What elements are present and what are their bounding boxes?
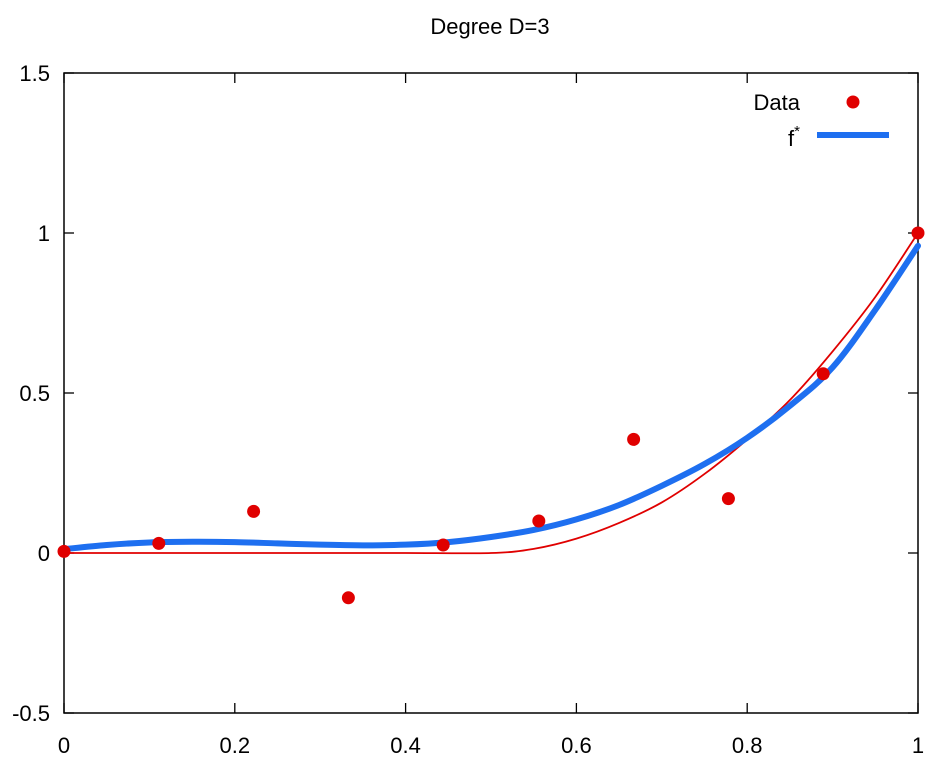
x-tick-label: 0.2 — [220, 733, 251, 758]
data-point — [816, 367, 830, 381]
data-point — [532, 514, 546, 528]
axis-tick-labels: 0 0.2 0.4 0.6 0.8 1 -0.5 0 0.5 1 1.5 — [12, 61, 924, 758]
legend-label-fit: f* — [788, 123, 800, 151]
reference-curve-line — [63, 232, 919, 555]
data-point — [152, 536, 166, 550]
y-tick-label: 1.5 — [19, 61, 50, 86]
axis-ticks — [63, 72, 919, 714]
x-tick-label: 0 — [58, 733, 70, 758]
y-tick-label: -0.5 — [12, 701, 50, 726]
y-tick-label: 0.5 — [19, 381, 50, 406]
legend-marker-data — [846, 95, 860, 109]
chart-title: Degree D=3 — [430, 14, 549, 39]
x-tick-label: 0.6 — [561, 733, 592, 758]
data-point — [721, 492, 735, 506]
y-tick-label: 1 — [38, 221, 50, 246]
data-point — [247, 504, 261, 518]
plot-frame — [63, 72, 919, 714]
data-point — [436, 538, 450, 552]
legend-label-data: Data — [754, 90, 801, 115]
x-tick-label: 0.8 — [732, 733, 763, 758]
data-point — [911, 226, 925, 240]
x-tick-label: 1 — [912, 733, 924, 758]
y-tick-label: 0 — [38, 541, 50, 566]
plot-area — [57, 226, 925, 605]
legend: Data f* — [754, 90, 889, 151]
data-point — [627, 432, 641, 446]
data-point — [341, 591, 355, 605]
fit-curve-line — [61, 242, 921, 553]
x-tick-label: 0.4 — [390, 733, 421, 758]
data-point — [57, 544, 71, 558]
